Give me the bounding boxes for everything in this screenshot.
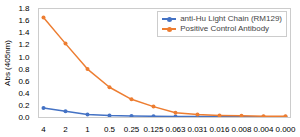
svg-text:0.0: 0.0 xyxy=(18,113,30,122)
svg-text:4: 4 xyxy=(41,125,46,134)
svg-text:0.25: 0.25 xyxy=(124,125,140,134)
svg-text:1.8: 1.8 xyxy=(18,4,30,13)
svg-text:0.063: 0.063 xyxy=(165,125,186,134)
svg-text:0.008: 0.008 xyxy=(231,125,252,134)
svg-text:0.6: 0.6 xyxy=(18,77,30,86)
svg-text:0.000: 0.000 xyxy=(275,125,296,134)
svg-text:1.2: 1.2 xyxy=(18,40,30,49)
svg-text:0.031: 0.031 xyxy=(187,125,208,134)
svg-text:1: 1 xyxy=(85,125,90,134)
svg-text:0.004: 0.004 xyxy=(253,125,274,134)
svg-text:0.016: 0.016 xyxy=(209,125,230,134)
svg-text:1.4: 1.4 xyxy=(18,28,30,37)
html-text:Positive Control Antibody: Positive Control Antibody xyxy=(180,24,270,33)
svg-text:0.2: 0.2 xyxy=(18,101,30,110)
svg-text:Abs (405nm): Abs (405nm) xyxy=(3,40,12,86)
svg-text:1.6: 1.6 xyxy=(18,16,30,25)
svg-text:0.125: 0.125 xyxy=(143,125,164,134)
svg-text:0.4: 0.4 xyxy=(18,89,30,98)
html-text:anti-Hu Light Chain (RM129): anti-Hu Light Chain (RM129) xyxy=(180,14,282,23)
svg-text:2: 2 xyxy=(63,125,68,134)
svg-text:0.8: 0.8 xyxy=(18,65,30,74)
svg-text:1.0: 1.0 xyxy=(18,53,30,62)
svg-text:0.5: 0.5 xyxy=(104,125,116,134)
